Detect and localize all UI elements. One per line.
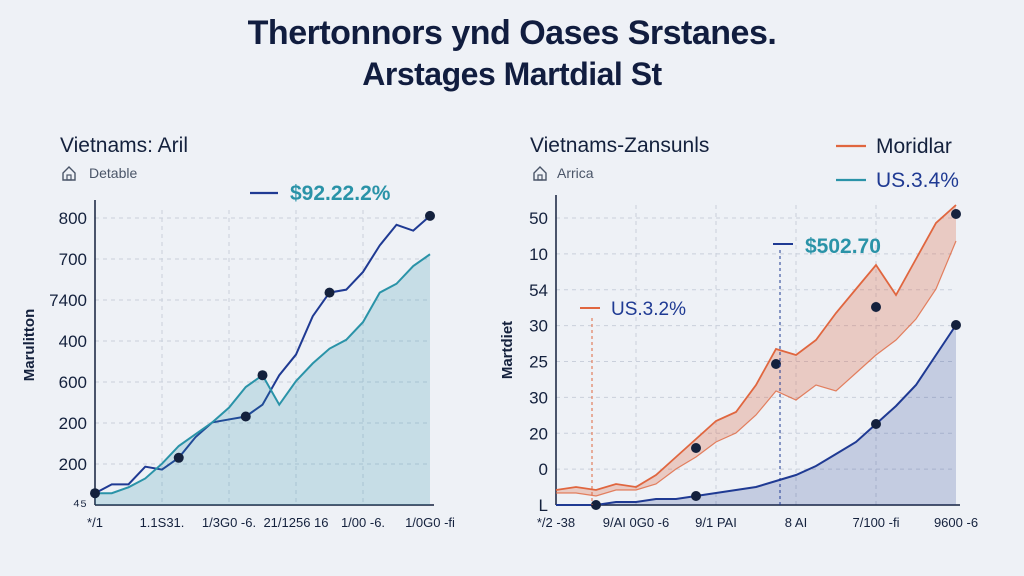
- left-x-tick-label: 21/1256 16: [263, 515, 328, 530]
- left-data-point: [324, 287, 335, 298]
- right-y-tick-label: 50: [529, 209, 548, 228]
- right-chart: 50 10 54 30 25 30 20 0 L*/2 -38 9/AI 0G0 -6 9/1 PA…: [529, 135, 978, 530]
- left-legend-label: $92.22.2%: [290, 182, 391, 205]
- right-series-0-lower-line: [556, 240, 957, 497]
- left-y-tick-label: 200: [59, 414, 87, 433]
- right-y-tick-label: 20: [529, 424, 548, 443]
- left-y-tick-label: 400: [59, 332, 87, 351]
- right-annotation-1-label: US.3.2%: [611, 299, 686, 320]
- right-x-tick-label: 7/100 -fi: [853, 515, 900, 530]
- right-data-point: [871, 302, 881, 312]
- left-y-tick-label: 200: [59, 455, 87, 474]
- left-series-0-line: [94, 215, 431, 495]
- left-subtitle-home-icon: [62, 166, 76, 181]
- left-data-point: [173, 452, 184, 463]
- right-y-tick-label: L: [539, 496, 548, 515]
- chart-title-line-2: Arstages Martdial St: [362, 56, 662, 92]
- right-data-point: [691, 443, 701, 453]
- right-y-tick-label: 30: [529, 388, 548, 407]
- left-data-point: [90, 488, 100, 499]
- left-panel-subtitle: Detable: [89, 165, 137, 181]
- right-data-point: [691, 491, 701, 501]
- right-x-tick-label: 9/1 PAI: [695, 515, 737, 530]
- left-data-point: [240, 411, 251, 422]
- left-y-tick-label: ⁴⁵: [73, 496, 87, 515]
- right-data-point: [771, 359, 781, 369]
- right-legend-label-1: Moridlar: [876, 135, 952, 158]
- left-x-tick-label: 1/3G0 -6.: [202, 515, 256, 530]
- right-y-tick-label: 10: [529, 245, 548, 264]
- right-data-point: [951, 320, 961, 330]
- left-x-tick-label: */1: [87, 515, 103, 530]
- chart-title-line-1: Thertonnors ynd Oases Srstanes.: [247, 14, 777, 52]
- left-x-tick-label: 1.1S31.: [140, 515, 185, 530]
- left-data-point: [257, 370, 268, 381]
- right-x-tick-label: 9/AI 0G0 -6: [603, 515, 669, 530]
- right-x-tick-label: 8 AI: [785, 515, 807, 530]
- right-series-0-band: [556, 205, 956, 496]
- right-y-tick-label: 54: [529, 281, 548, 300]
- left-y-tick-label: 700: [59, 250, 87, 269]
- right-series-0-upper-line: [555, 204, 957, 491]
- left-data-point: [425, 210, 435, 221]
- right-x-tick-label: */2 -38: [537, 515, 575, 530]
- left-panel-title: Vietnams: Aril: [60, 134, 188, 157]
- right-series-1-area: [556, 325, 956, 505]
- right-y-tick-label: 30: [529, 317, 548, 336]
- right-panel-title: Vietnams-Zansunls: [530, 134, 709, 157]
- right-annotation-2-label: $502.70: [805, 235, 881, 258]
- right-series-1-line: [556, 324, 957, 506]
- left-y-tick-label: 800: [59, 209, 87, 228]
- left-x-tick-label: 1/00 -6.: [341, 515, 385, 530]
- left-x-tick-label: 1/0G0 -fi: [405, 515, 455, 530]
- right-data-point: [591, 500, 601, 510]
- right-data-point: [871, 419, 881, 429]
- left-chart: 800 700 7400 400 600 200 200 ⁴⁵*/1 1.1S31. 1/3G0 …: [49, 182, 455, 530]
- left-y-tick-label: 7400: [49, 291, 87, 310]
- left-y-axis-label: Marulitton: [21, 309, 38, 382]
- left-y-tick-label: 600: [59, 373, 87, 392]
- right-panel-subtitle: Arrica: [557, 165, 594, 181]
- right-y-tick-label: 25: [529, 353, 548, 372]
- right-x-tick-label: 9600 -6: [934, 515, 978, 530]
- right-legend-label-2: US.3.4%: [876, 169, 959, 192]
- right-subtitle-home-icon: [533, 166, 547, 181]
- right-y-axis-label: Martdiet: [499, 321, 516, 379]
- right-data-point: [951, 209, 961, 219]
- right-y-tick-label: 0: [539, 460, 548, 479]
